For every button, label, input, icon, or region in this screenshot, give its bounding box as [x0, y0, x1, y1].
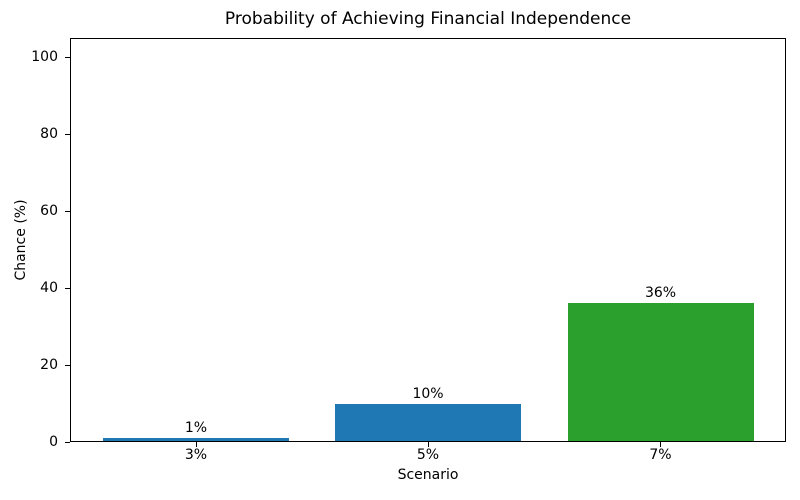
- bar-value-label: 10%: [412, 385, 444, 402]
- x-tick-label: 3%: [184, 447, 208, 463]
- x-tick-mark: [427, 442, 429, 447]
- bar: [567, 303, 754, 442]
- x-axis-label: Scenario: [397, 467, 459, 483]
- y-tick-label: 20: [40, 357, 58, 374]
- bar: [335, 403, 521, 442]
- bar-value-label: 36%: [644, 285, 677, 302]
- y-tick-label: 100: [31, 49, 58, 66]
- y-tick-label: 0: [49, 434, 58, 450]
- y-tick-mark: [65, 287, 70, 289]
- chart-title: Probability of Achieving Financial Indep…: [224, 9, 632, 29]
- bar-value-label: 1%: [184, 420, 208, 437]
- y-tick-mark: [65, 133, 70, 135]
- y-tick-label: 60: [40, 203, 58, 220]
- bar: [103, 438, 289, 442]
- y-tick-label: 80: [40, 126, 58, 143]
- x-tick-mark: [195, 442, 197, 447]
- x-tick-label: 7%: [649, 447, 672, 463]
- y-tick-mark: [65, 210, 70, 212]
- x-tick-label: 5%: [416, 447, 440, 463]
- y-tick-label: 40: [40, 280, 58, 297]
- y-tick-mark: [65, 364, 70, 366]
- x-tick-mark: [660, 442, 661, 447]
- y-tick-mark: [65, 441, 70, 443]
- y-tick-mark: [65, 56, 70, 58]
